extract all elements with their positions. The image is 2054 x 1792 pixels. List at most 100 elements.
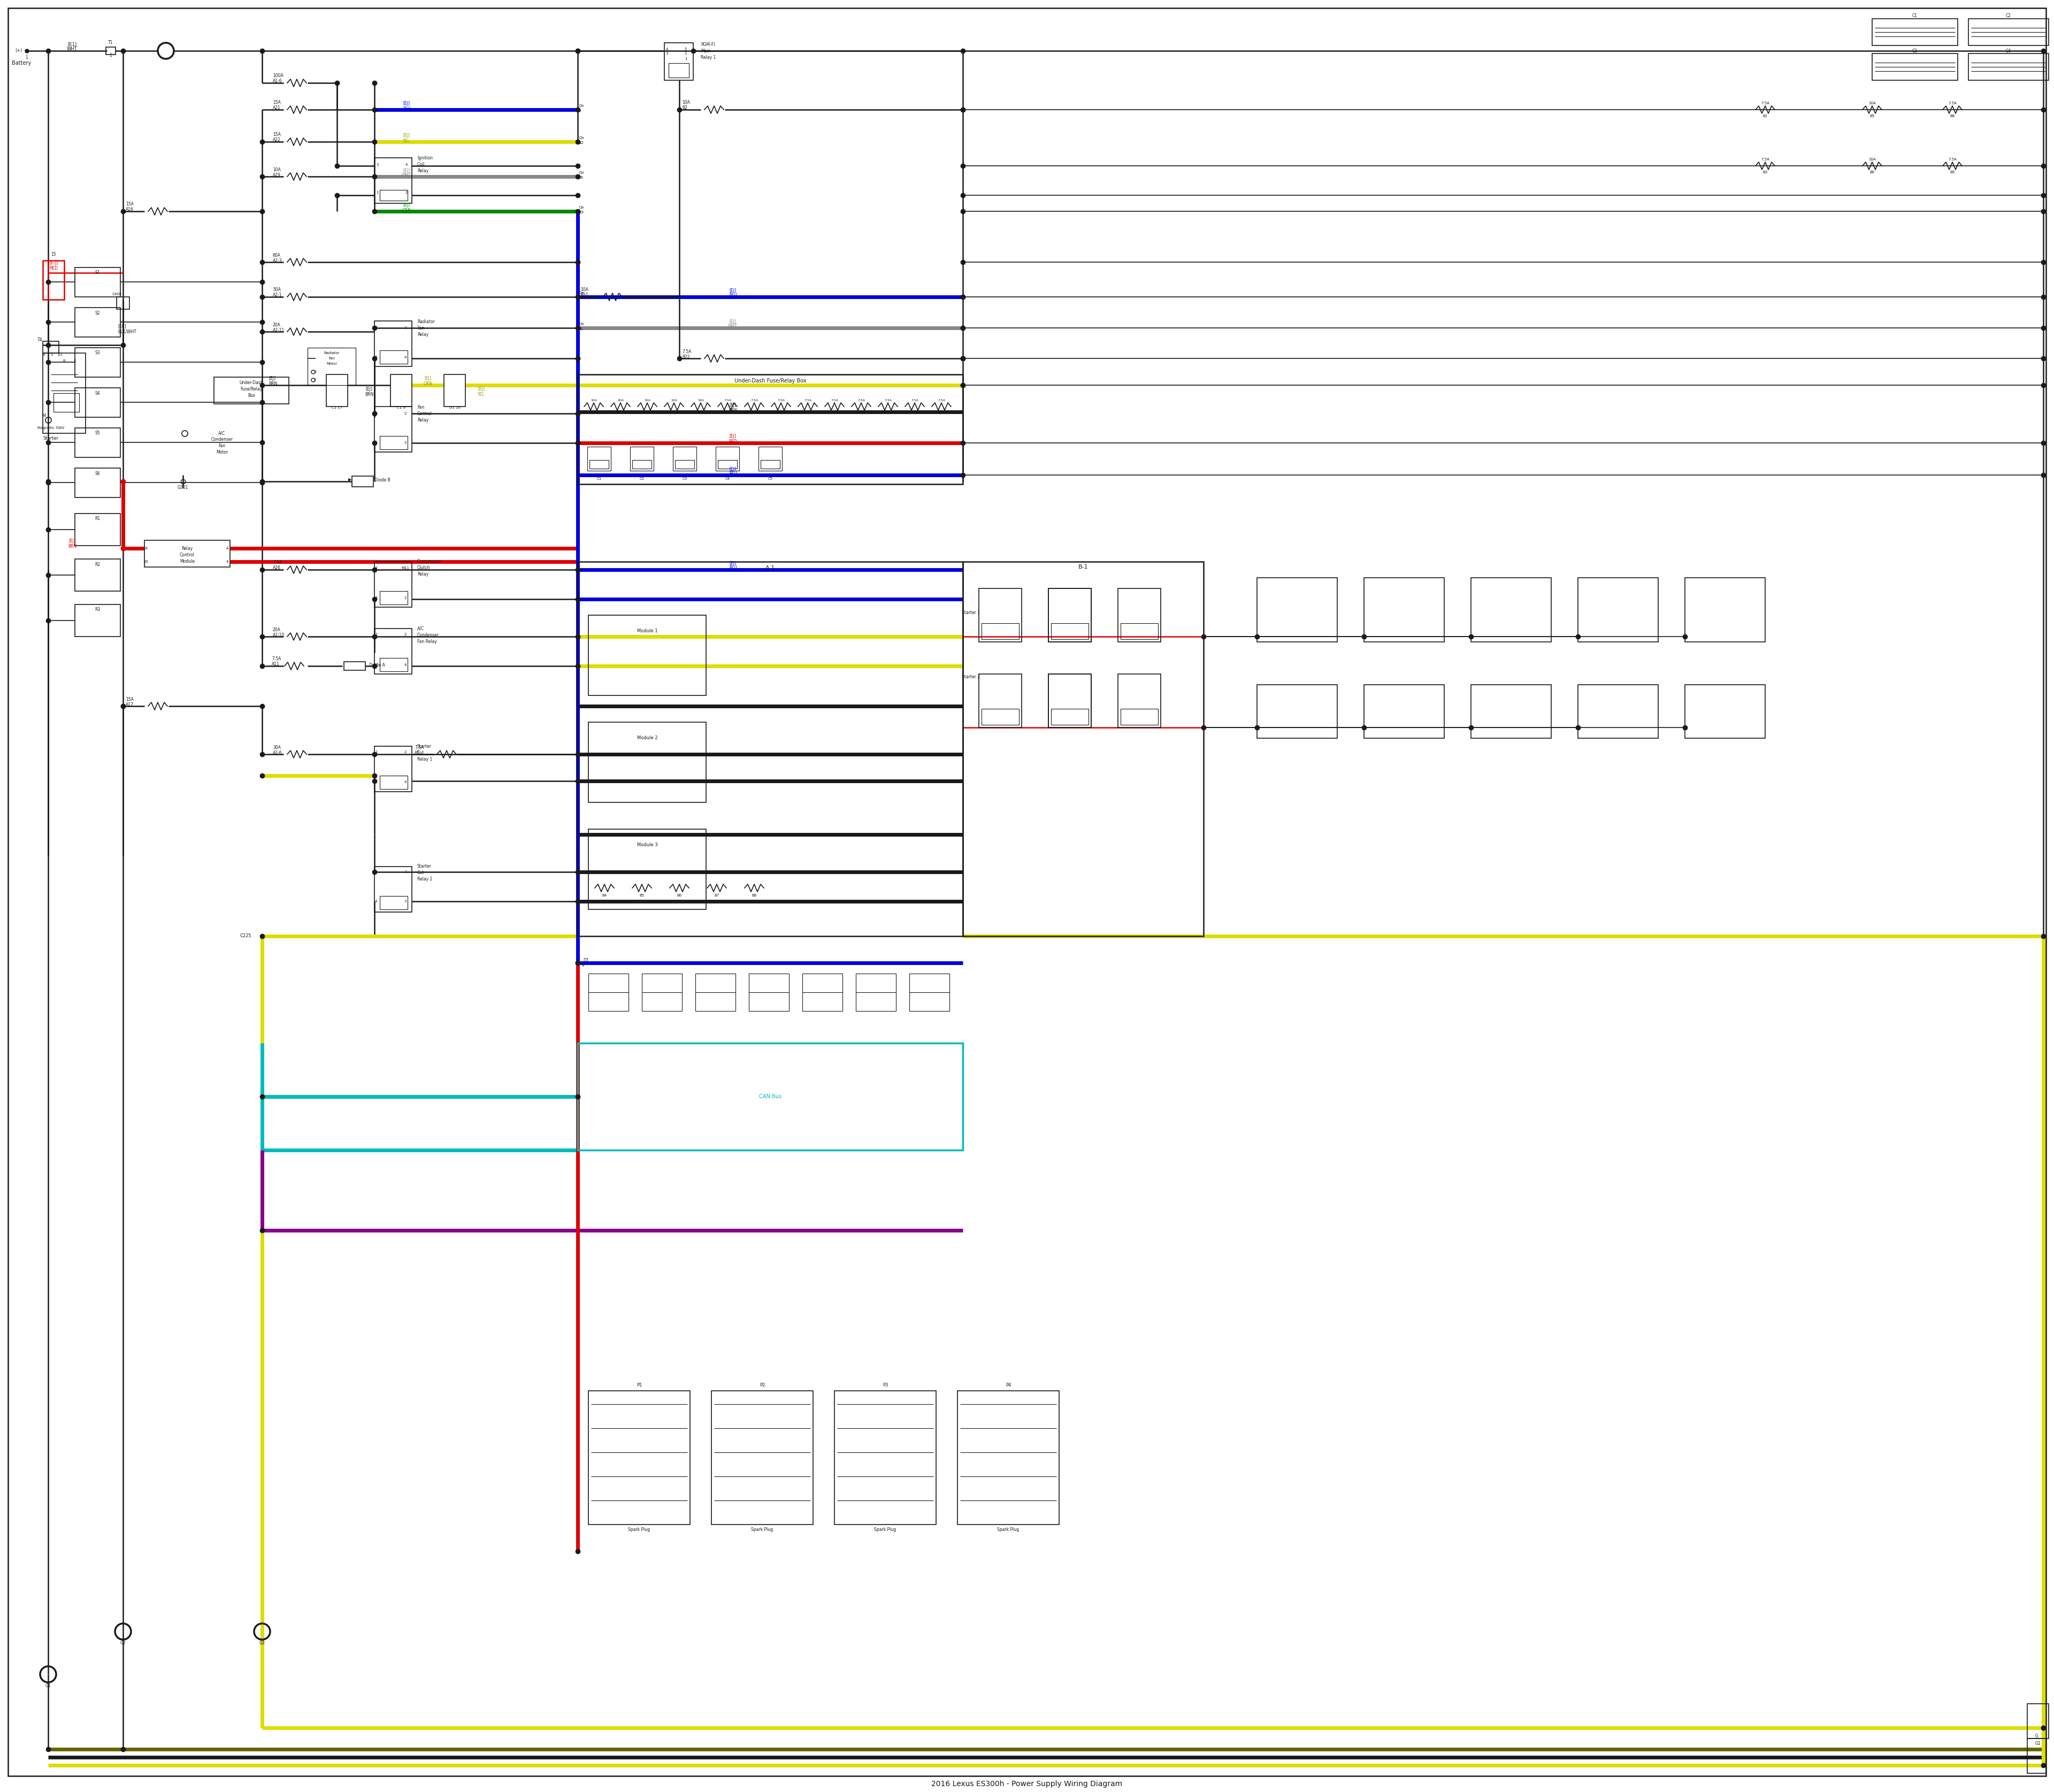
Text: S1: S1 [94,271,101,276]
Bar [107,47,115,54]
Text: BLU: BLU [729,566,737,570]
Text: BRN: BRN [729,409,737,412]
Text: 20A: 20A [273,323,281,328]
Text: 4: 4 [405,357,407,358]
Text: 3: 3 [665,52,668,56]
Bar [1968,54,2048,81]
Text: [EJ]: [EJ] [269,376,275,382]
Text: Relay: Relay [417,168,429,174]
Bar [74,468,121,498]
Text: 1: 1 [109,54,113,57]
Text: BLU: BLU [729,292,737,297]
Text: C1: C1 [596,477,602,480]
Text: Box: Box [249,392,255,398]
Text: 7.5A: 7.5A [415,745,423,749]
Bar [717,461,737,468]
Text: 10A: 10A [682,100,690,106]
Text: Dn: Dn [579,206,583,210]
Bar [380,190,407,201]
Text: WHT: WHT [68,47,78,52]
Text: P4: P4 [1006,1383,1011,1387]
Text: D1: D1 [583,957,589,962]
Text: 7.5A: 7.5A [803,400,811,401]
Text: RED: RED [729,439,737,444]
Text: Fuse/Relay: Fuse/Relay [240,387,263,391]
Text: B: B [43,353,45,357]
Text: C1: C1 [1912,14,1918,18]
Text: [EJ]: [EJ] [425,376,431,382]
Bar [982,624,1019,640]
Text: A/C: A/C [417,625,425,631]
Text: Starter: Starter [417,744,431,749]
Text: 3: 3 [374,441,378,444]
Text: Motor: Motor [327,362,337,366]
Bar [74,559,121,591]
Bar [380,591,407,604]
Text: 2: 2 [376,871,378,873]
Text: 7.5A: 7.5A [883,400,891,401]
Text: Compressor: Compressor [417,559,442,564]
Text: G2: G2 [121,1641,125,1645]
Text: [EJ]: [EJ] [403,202,411,208]
Text: Relay: Relay [181,547,193,550]
Bar [117,297,129,310]
Text: Starter 1: Starter 1 [961,609,980,615]
Bar [53,392,80,412]
Text: B9: B9 [1949,170,1955,174]
Text: C2: C2 [639,477,645,480]
Bar [760,461,781,468]
Text: M: M [41,414,45,419]
Text: A2-10: A2-10 [273,633,286,638]
Text: BLK/WHT: BLK/WHT [117,330,136,333]
Text: 15A: 15A [273,133,281,138]
Text: C3: C3 [682,477,688,480]
Text: 2: 2 [314,378,316,382]
Text: 15: 15 [51,251,55,256]
Text: B4: B4 [602,894,606,898]
Text: Control: Control [181,552,195,557]
Text: 100A: 100A [273,73,283,79]
Text: B7: B7 [715,894,719,898]
Text: 19: 19 [579,211,583,213]
Text: [EJ]: [EJ] [729,561,735,566]
Bar [1121,624,1158,640]
Text: G: G [2036,1733,2038,1738]
Text: A1: A1 [592,412,596,414]
Bar [1048,674,1091,728]
Text: A: A [144,547,148,550]
Bar [74,428,121,457]
Text: S2: S2 [94,310,101,315]
Bar [1471,577,1551,642]
Text: 1: 1 [374,412,378,416]
Text: 1: 1 [405,871,407,873]
Text: 7.5A: 7.5A [857,400,865,401]
Bar [308,348,355,385]
Text: Spark Plug: Spark Plug [629,1527,651,1532]
Bar [1048,588,1091,642]
Text: Module 1: Module 1 [637,629,657,634]
Bar [589,461,608,468]
Text: Relay: Relay [417,572,429,577]
Bar [380,658,407,672]
Text: 10A: 10A [645,400,651,401]
Text: Starter 2: Starter 2 [961,674,980,679]
Text: 1: 1 [25,56,29,59]
Text: Radiator: Radiator [417,319,435,324]
Text: 50A: 50A [273,287,281,292]
Text: P1: P1 [637,1383,643,1387]
Text: 4: 4 [376,900,378,903]
Text: BRN: BRN [269,382,277,387]
Text: B2: B2 [682,106,688,111]
Text: BRN: BRN [68,545,76,548]
Text: 2: 2 [405,412,407,416]
Text: 2: 2 [684,52,686,56]
Bar [74,267,121,297]
Text: Starter: Starter [43,435,60,441]
Text: CAN Bus: CAN Bus [760,1093,781,1098]
Text: 1: 1 [374,751,378,754]
Text: 1I1: 1I1 [58,353,64,357]
Text: Under-Dash Fuse/Relay Box: Under-Dash Fuse/Relay Box [733,378,807,383]
Bar [696,973,735,1011]
Bar [587,1391,690,1525]
Bar [663,43,694,81]
